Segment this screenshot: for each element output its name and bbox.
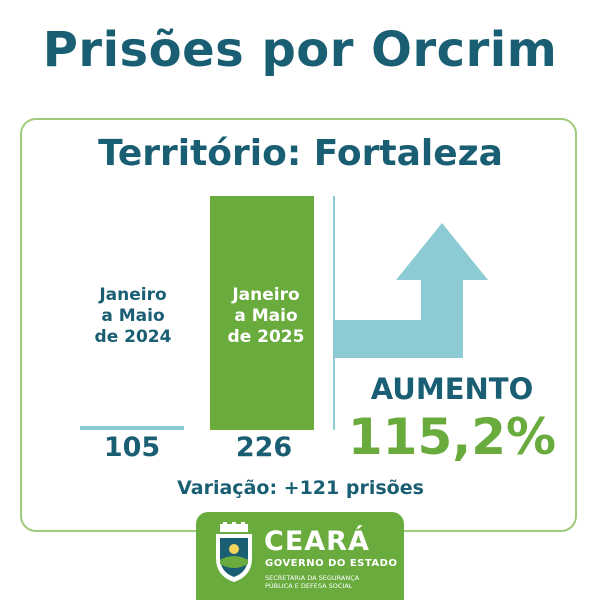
period-2025-line-2: a Maio (234, 306, 298, 326)
period-2024-line-2: a Maio (101, 306, 165, 326)
period-2024-line-1: Janeiro (99, 285, 167, 305)
bar-2024 (80, 426, 184, 430)
logo-secretaria: SECRETARIA DA SEGURANÇA PÚBLICA E DEFESA… (265, 574, 395, 590)
bar-2025 (210, 196, 314, 430)
value-label-2024: 105 (103, 432, 161, 463)
period-2025-line-3: de 2025 (227, 327, 305, 347)
increase-percentage: 115,2% (347, 408, 557, 466)
ceara-government-logo: CEARÁ GOVERNO DO ESTADO SECRETARIA DA SE… (196, 512, 404, 600)
variation-text: Variação: +121 prisões (177, 477, 424, 499)
increase-label: AUMENTO (370, 372, 534, 406)
logo-name: CEARÁ (264, 526, 370, 557)
period-label-2024: Janeiro a Maio de 2024 (77, 285, 189, 348)
logo-secretaria-line-1: SECRETARIA DA SEGURANÇA (265, 574, 360, 582)
logo-subtitle: GOVERNO DO ESTADO (265, 558, 398, 569)
stats-card: Território: Fortaleza Janeiro a Maio de … (20, 118, 577, 532)
page-title: Prisões por Orcrim (42, 22, 558, 78)
logo-secretaria-line-2: PÚBLICA E DEFESA SOCIAL (265, 582, 353, 590)
period-label-2025: Janeiro a Maio de 2025 (210, 285, 322, 348)
comparison-chart (80, 196, 488, 430)
period-2024-line-3: de 2024 (94, 327, 172, 347)
territory-title: Território: Fortaleza (98, 133, 503, 174)
value-label-2025: 226 (235, 432, 293, 463)
state-seal-icon (216, 522, 252, 582)
period-2025-line-1: Janeiro (232, 285, 300, 305)
increase-arrow-icon (334, 223, 488, 358)
